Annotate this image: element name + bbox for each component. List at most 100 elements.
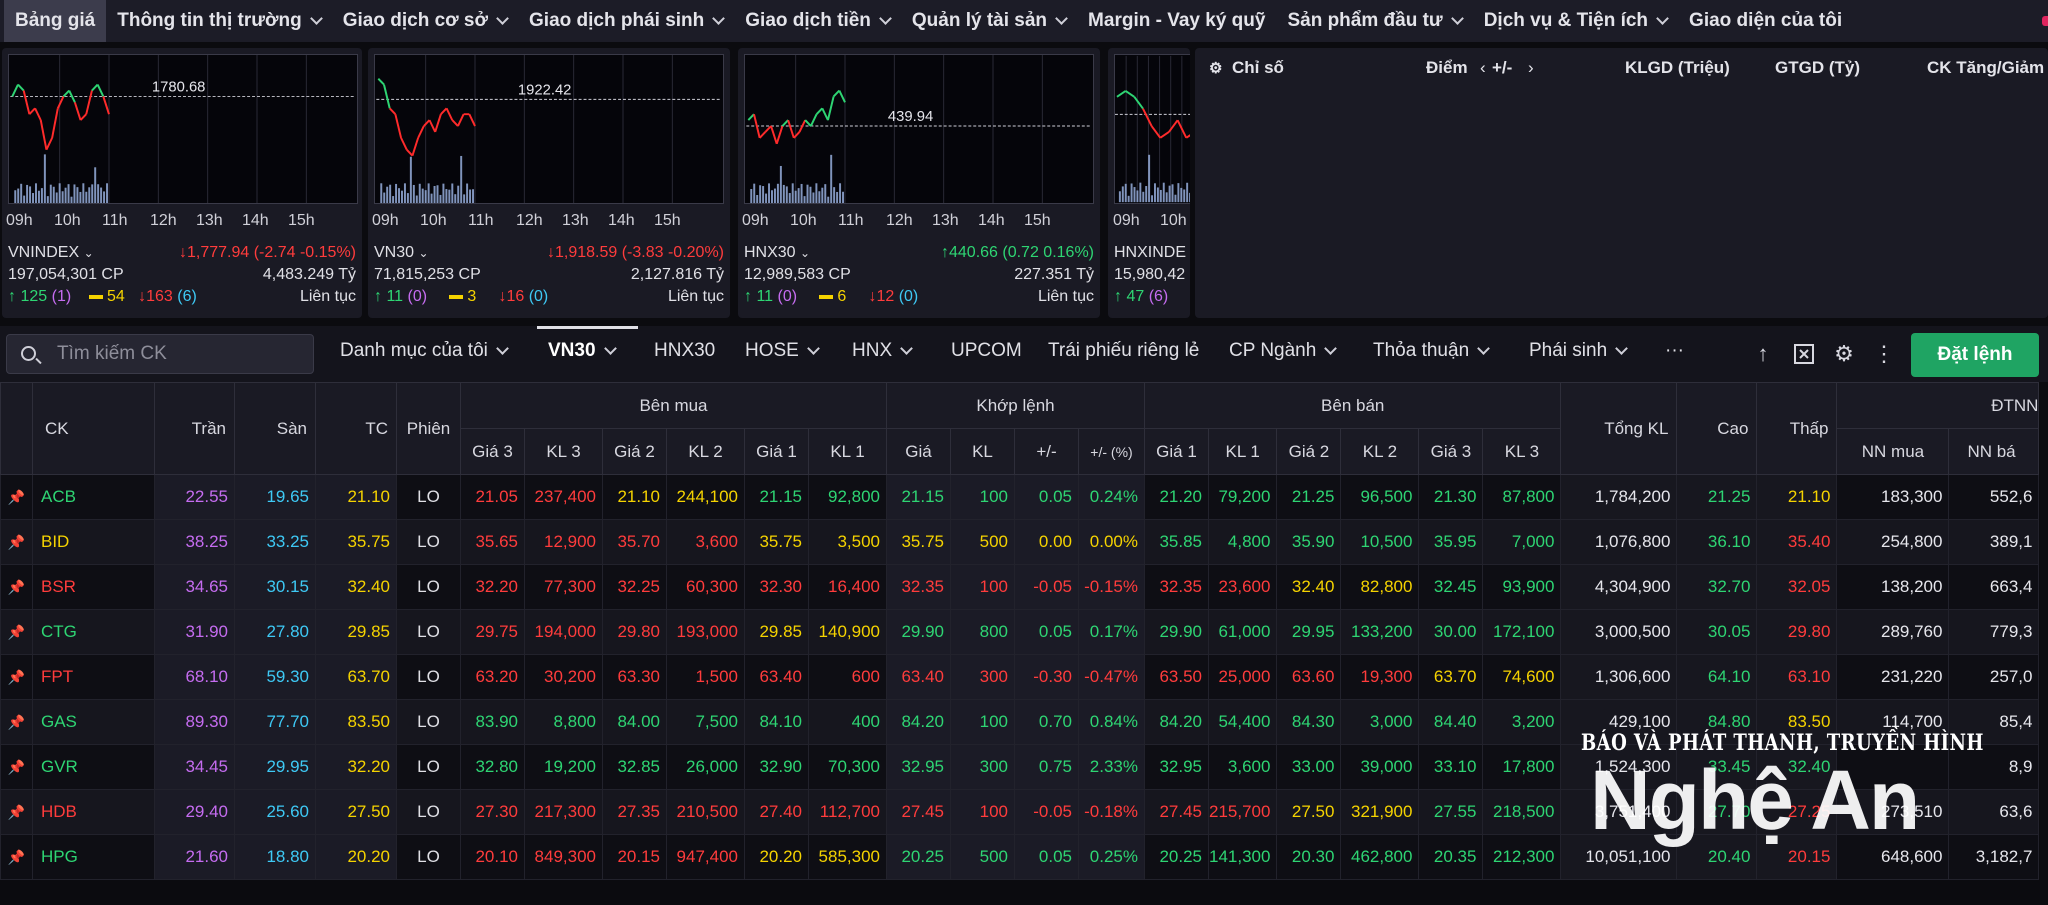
chevron-left-icon[interactable]: ‹ bbox=[1480, 58, 1486, 77]
tab-danh-muc[interactable]: Danh mục của tôi bbox=[340, 340, 509, 362]
index-name[interactable]: VNINDEX ⌄ bbox=[8, 244, 94, 261]
symbol-cell[interactable]: GVR bbox=[32, 744, 155, 790]
ask-price[interactable]: 84.30 bbox=[1276, 699, 1342, 745]
symbol-cell[interactable]: BID bbox=[32, 519, 155, 565]
place-order-button[interactable]: Đặt lệnh bbox=[1911, 333, 2039, 377]
table-row[interactable]: 📌 ACB 22.55 19.65 21.10 LO 21.05 237,400 21.10 24… bbox=[0, 474, 2040, 520]
bid-price[interactable]: 32.20 bbox=[460, 564, 525, 610]
ask-price[interactable]: 21.20 bbox=[1144, 474, 1209, 520]
symbol-cell[interactable]: BSR bbox=[32, 564, 155, 610]
bid-price[interactable]: 63.20 bbox=[460, 654, 525, 700]
table-row[interactable]: 📌 GAS 89.30 77.70 83.50 LO 83.90 8,800 84.00 7,50… bbox=[0, 699, 2040, 745]
bid-price[interactable]: 27.40 bbox=[744, 789, 809, 835]
ask-price[interactable]: 32.95 bbox=[1144, 744, 1209, 790]
gear-icon[interactable]: ⚙ bbox=[1834, 341, 1854, 366]
symbol-cell[interactable]: CTG bbox=[32, 609, 155, 655]
bid-price[interactable]: 21.05 bbox=[460, 474, 525, 520]
bid-price[interactable]: 83.90 bbox=[460, 699, 525, 745]
index-panel-hnx30[interactable]: 439.94 09h 10h 11h 12h 13h 14h 15h HNX30 ⌄ ↑44… bbox=[738, 48, 1100, 318]
nav-dich-vu-tien-ich[interactable]: Dịch vụ & Tiện ích bbox=[1473, 0, 1678, 42]
tab-hose[interactable]: HOSE bbox=[745, 340, 820, 362]
pin-icon[interactable]: 📌 bbox=[0, 654, 33, 700]
pin-icon[interactable]: 📌 bbox=[0, 609, 33, 655]
bid-price[interactable]: 35.70 bbox=[602, 519, 667, 565]
ask-price[interactable]: 63.60 bbox=[1276, 654, 1342, 700]
table-row[interactable]: 📌 FPT 68.10 59.30 63.70 LO 63.20 30,200 63.30 1,5… bbox=[0, 654, 2040, 700]
chevron-right-icon[interactable]: › bbox=[1528, 58, 1534, 77]
search-input[interactable] bbox=[57, 341, 307, 367]
tab-phai-sinh[interactable]: Phái sinh bbox=[1529, 340, 1629, 362]
nav-bang-gia[interactable]: Bảng giá bbox=[4, 0, 107, 42]
tab-cp-nganh[interactable]: CP Ngành bbox=[1229, 340, 1338, 362]
bid-price[interactable]: 27.30 bbox=[460, 789, 525, 835]
ask-price[interactable]: 63.50 bbox=[1144, 654, 1209, 700]
bid-price[interactable]: 32.80 bbox=[460, 744, 525, 790]
search-box[interactable] bbox=[6, 334, 314, 374]
ask-price[interactable]: 27.45 bbox=[1144, 789, 1209, 835]
bid-price[interactable]: 29.80 bbox=[602, 609, 667, 655]
ask-price[interactable]: 63.70 bbox=[1418, 654, 1484, 700]
nav-thong-tin-thi-truong[interactable]: Thông tin thị trường bbox=[106, 0, 332, 42]
ask-price[interactable]: 27.50 bbox=[1276, 789, 1342, 835]
symbol-cell[interactable]: HDB bbox=[32, 789, 155, 835]
bid-price[interactable]: 63.40 bbox=[744, 654, 809, 700]
pin-icon[interactable]: 📌 bbox=[0, 789, 33, 835]
ask-price[interactable]: 35.85 bbox=[1144, 519, 1209, 565]
ask-price[interactable]: 33.10 bbox=[1418, 744, 1484, 790]
tab-vn30[interactable]: VN30 bbox=[548, 340, 617, 362]
ask-price[interactable]: 20.35 bbox=[1418, 834, 1484, 880]
ask-price[interactable]: 32.45 bbox=[1418, 564, 1484, 610]
pin-icon[interactable]: 📌 bbox=[0, 834, 33, 880]
symbol-cell[interactable]: FPT bbox=[32, 654, 155, 700]
table-row[interactable]: 📌 BSR 34.65 30.15 32.40 LO 32.20 77,300 32.25 60,… bbox=[0, 564, 2040, 610]
nav-san-pham-dau-tu[interactable]: Sản phẩm đầu tư bbox=[1276, 0, 1472, 42]
bid-price[interactable]: 63.30 bbox=[602, 654, 667, 700]
nav-giao-dich-tien[interactable]: Giao dịch tiền bbox=[734, 0, 901, 42]
pin-icon[interactable]: 📌 bbox=[0, 699, 33, 745]
bid-price[interactable]: 20.20 bbox=[744, 834, 809, 880]
bid-price[interactable]: 32.90 bbox=[744, 744, 809, 790]
table-row[interactable]: 📌 HDB 29.40 25.60 27.50 LO 27.30 217,300 27.35 21… bbox=[0, 789, 2040, 835]
more-vertical-icon[interactable]: ⋮ bbox=[1873, 341, 1895, 366]
ask-price[interactable]: 29.95 bbox=[1276, 609, 1342, 655]
ask-price[interactable]: 29.90 bbox=[1144, 609, 1209, 655]
col-ck[interactable]: CK bbox=[32, 382, 155, 475]
table-row[interactable]: 📌 HPG 21.60 18.80 20.20 LO 20.10 849,300 20.15 94… bbox=[0, 834, 2040, 880]
table-row[interactable]: 📌 GVR 34.45 29.95 32.20 LO 32.80 19,200 32.85 26,… bbox=[0, 744, 2040, 790]
bid-price[interactable]: 29.85 bbox=[744, 609, 809, 655]
tab-hnx30[interactable]: HNX30 bbox=[654, 340, 716, 361]
tab-thoa-thuan[interactable]: Thỏa thuận bbox=[1373, 340, 1491, 362]
index-panel-hnxindex[interactable]: 09h 10h HNXINDE 15,980,42 ↑ 47 (6) bbox=[1108, 48, 1190, 318]
bid-price[interactable]: 84.00 bbox=[602, 699, 667, 745]
index-panel-vnindex[interactable]: 1780.68 09h 10h 11h 12h 13h 14h 15h VNINDEX ⌄ … bbox=[2, 48, 362, 318]
index-panel-vn30[interactable]: 1922.42 09h 10h 11h 12h 13h 14h 15h VN30 ⌄ ↓1,… bbox=[368, 48, 730, 318]
bid-price[interactable]: 35.75 bbox=[744, 519, 809, 565]
bid-price[interactable]: 21.15 bbox=[744, 474, 809, 520]
ask-price[interactable]: 84.40 bbox=[1418, 699, 1484, 745]
symbol-cell[interactable]: GAS bbox=[32, 699, 155, 745]
ask-price[interactable]: 30.00 bbox=[1418, 609, 1484, 655]
tab-hnx[interactable]: HNX bbox=[852, 340, 913, 362]
bid-price[interactable]: 35.65 bbox=[460, 519, 525, 565]
ask-price[interactable]: 35.95 bbox=[1418, 519, 1484, 565]
arrow-up-icon[interactable]: ↑ bbox=[1757, 341, 1769, 366]
bid-price[interactable]: 27.35 bbox=[602, 789, 667, 835]
bid-price[interactable]: 32.85 bbox=[602, 744, 667, 790]
ask-price[interactable]: 21.30 bbox=[1418, 474, 1484, 520]
bid-price[interactable]: 20.10 bbox=[460, 834, 525, 880]
ask-price[interactable]: 32.35 bbox=[1144, 564, 1209, 610]
table-row[interactable]: 📌 CTG 31.90 27.80 29.85 LO 29.75 194,000 29.80 19… bbox=[0, 609, 2040, 655]
tab-trai-phieu[interactable]: Trái phiếu riêng lẻ bbox=[1048, 340, 1200, 361]
nav-giao-dien-cua-toi[interactable]: Giao diện của tôi bbox=[1678, 0, 1853, 42]
tab-more[interactable]: ··· bbox=[1665, 340, 1684, 361]
symbol-cell[interactable]: ACB bbox=[32, 474, 155, 520]
ask-price[interactable]: 21.25 bbox=[1276, 474, 1342, 520]
nav-giao-dich-phai-sinh[interactable]: Giao dịch phái sinh bbox=[518, 0, 734, 42]
ask-price[interactable]: 35.90 bbox=[1276, 519, 1342, 565]
index-name[interactable]: HNX30 ⌄ bbox=[744, 244, 811, 261]
bid-price[interactable]: 32.30 bbox=[744, 564, 809, 610]
index-name[interactable]: HNXINDE bbox=[1114, 244, 1187, 261]
ask-price[interactable]: 20.25 bbox=[1144, 834, 1209, 880]
tab-upcom[interactable]: UPCOM bbox=[951, 340, 1022, 361]
ask-price[interactable]: 32.40 bbox=[1276, 564, 1342, 610]
